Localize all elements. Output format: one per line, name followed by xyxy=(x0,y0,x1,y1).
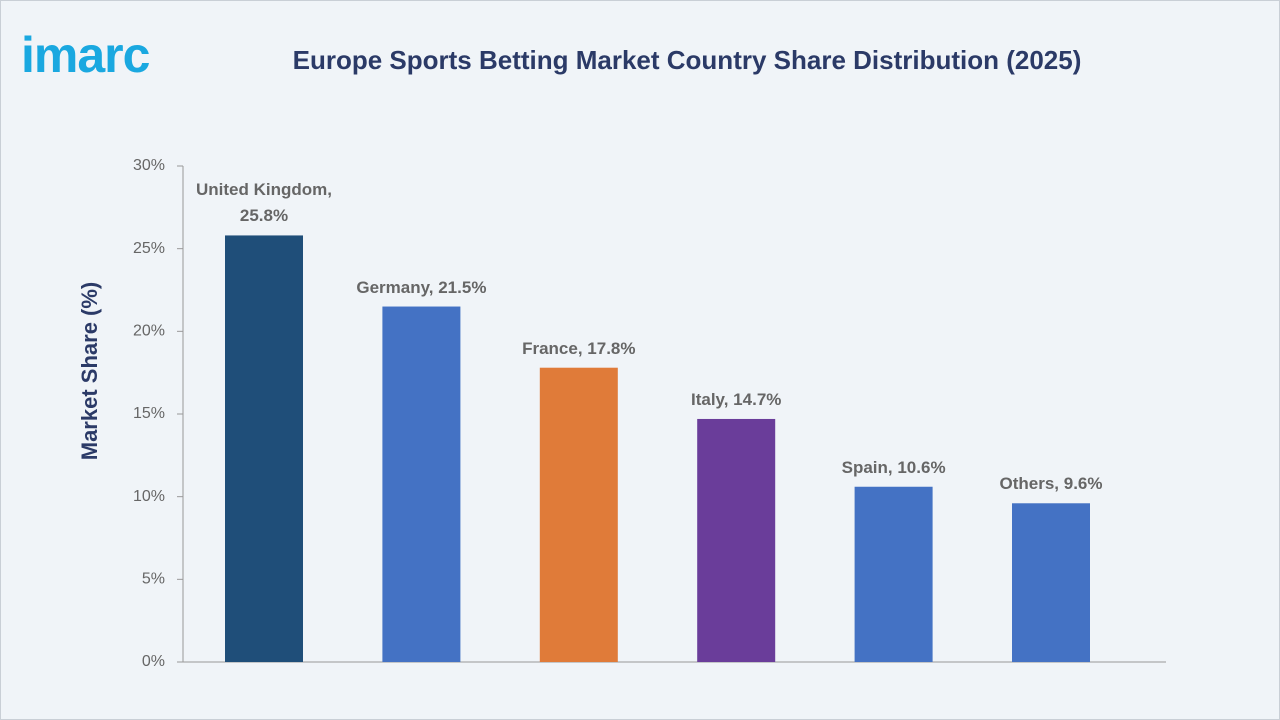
y-tick-label: 0% xyxy=(142,653,165,670)
data-label: Germany, 21.5% xyxy=(356,277,487,297)
chart-title: Europe Sports Betting Market Country Sha… xyxy=(293,45,1082,75)
y-tick-label: 20% xyxy=(133,323,165,340)
bar xyxy=(1012,503,1090,662)
logo: imarc xyxy=(21,27,150,83)
y-tick-label: 5% xyxy=(142,571,165,588)
data-label: Italy, 14.7% xyxy=(690,389,782,409)
bar xyxy=(697,418,776,662)
bar xyxy=(382,306,461,662)
y-tick-label: 30% xyxy=(133,157,165,174)
y-axis-label: Market Share (%) xyxy=(77,282,102,461)
data-label: Spain, 10.6% xyxy=(841,457,946,477)
bar xyxy=(539,367,618,662)
bar xyxy=(225,235,303,662)
y-tick-label: 15% xyxy=(133,405,165,422)
data-label: Others, 9.6% xyxy=(999,474,1103,494)
y-tick-label: 10% xyxy=(133,488,165,505)
bar xyxy=(854,486,933,662)
data-label: France, 17.8% xyxy=(522,338,636,358)
data-label: United Kingdom, 25.8% xyxy=(196,180,332,226)
y-tick-label: 25% xyxy=(133,240,165,257)
